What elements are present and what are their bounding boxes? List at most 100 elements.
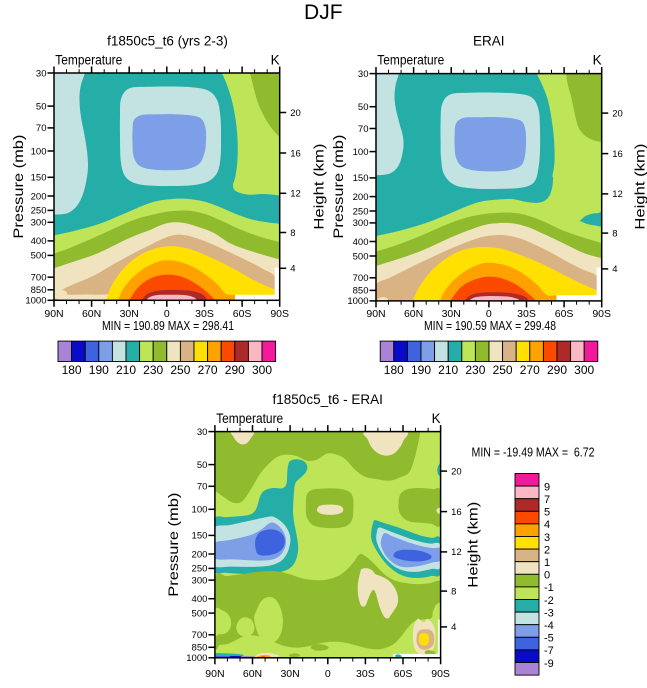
svg-text:K: K bbox=[593, 53, 602, 68]
svg-text:180: 180 bbox=[62, 363, 82, 377]
svg-text:850: 850 bbox=[31, 285, 47, 296]
svg-text:150: 150 bbox=[353, 173, 369, 184]
svg-text:Pressure (mb): Pressure (mb) bbox=[331, 135, 346, 239]
svg-text:700: 700 bbox=[192, 630, 208, 641]
svg-text:230: 230 bbox=[465, 363, 485, 377]
svg-text:MIN = 190.59 MAX = 299.48: MIN = 190.59 MAX = 299.48 bbox=[424, 319, 556, 333]
svg-text:30S: 30S bbox=[195, 308, 214, 320]
svg-text:210: 210 bbox=[438, 363, 458, 377]
svg-text:30N: 30N bbox=[120, 308, 139, 320]
svg-text:30S: 30S bbox=[356, 668, 375, 680]
svg-text:2: 2 bbox=[544, 544, 550, 556]
svg-text:16: 16 bbox=[451, 507, 462, 518]
svg-text:90N: 90N bbox=[205, 668, 224, 680]
svg-text:4: 4 bbox=[612, 264, 617, 275]
svg-text:300: 300 bbox=[31, 218, 47, 229]
svg-text:16: 16 bbox=[290, 148, 301, 159]
svg-text:1000: 1000 bbox=[25, 296, 46, 307]
svg-text:190: 190 bbox=[411, 363, 431, 377]
svg-text:300: 300 bbox=[252, 363, 272, 377]
svg-text:-7: -7 bbox=[544, 645, 554, 657]
svg-text:60N: 60N bbox=[82, 308, 101, 320]
svg-text:500: 500 bbox=[192, 608, 208, 619]
svg-text:90N: 90N bbox=[366, 308, 385, 320]
svg-text:20: 20 bbox=[290, 108, 301, 119]
svg-text:270: 270 bbox=[198, 363, 218, 377]
svg-text:12: 12 bbox=[612, 189, 623, 200]
svg-text:700: 700 bbox=[353, 273, 369, 284]
svg-text:DJF: DJF bbox=[304, 1, 343, 24]
svg-text:Height (km): Height (km) bbox=[312, 144, 327, 230]
svg-text:1000: 1000 bbox=[347, 296, 368, 307]
svg-text:3: 3 bbox=[544, 532, 550, 544]
svg-text:-1: -1 bbox=[544, 582, 554, 594]
svg-text:-9: -9 bbox=[544, 658, 554, 670]
svg-text:9: 9 bbox=[544, 481, 550, 493]
svg-text:20: 20 bbox=[612, 108, 623, 119]
svg-text:850: 850 bbox=[353, 286, 369, 297]
svg-text:90S: 90S bbox=[431, 668, 450, 680]
svg-text:0: 0 bbox=[544, 570, 550, 582]
svg-text:90S: 90S bbox=[270, 308, 289, 320]
svg-text:210: 210 bbox=[116, 363, 136, 377]
svg-text:70: 70 bbox=[358, 124, 369, 135]
svg-text:30S: 30S bbox=[517, 308, 536, 320]
svg-text:400: 400 bbox=[31, 236, 47, 247]
svg-text:Pressure (mb): Pressure (mb) bbox=[11, 135, 26, 239]
svg-text:f1850c5_t6 - ERAI: f1850c5_t6 - ERAI bbox=[273, 392, 383, 407]
svg-text:300: 300 bbox=[353, 218, 369, 229]
svg-text:270: 270 bbox=[520, 363, 540, 377]
svg-text:400: 400 bbox=[192, 594, 208, 605]
svg-text:30: 30 bbox=[197, 427, 208, 438]
svg-text:1: 1 bbox=[544, 557, 550, 569]
svg-text:250: 250 bbox=[192, 564, 208, 575]
svg-text:4: 4 bbox=[290, 264, 295, 275]
svg-text:0: 0 bbox=[325, 668, 331, 680]
svg-text:250: 250 bbox=[353, 206, 369, 217]
svg-text:60S: 60S bbox=[555, 308, 574, 320]
svg-text:0: 0 bbox=[164, 308, 170, 320]
svg-text:Temperature: Temperature bbox=[55, 53, 122, 68]
svg-text:200: 200 bbox=[31, 191, 47, 202]
svg-text:190: 190 bbox=[89, 363, 109, 377]
svg-text:90S: 90S bbox=[592, 308, 611, 320]
svg-text:12: 12 bbox=[290, 189, 301, 200]
svg-text:Pressure (mb): Pressure (mb) bbox=[166, 493, 181, 597]
svg-text:500: 500 bbox=[353, 251, 369, 262]
svg-text:60N: 60N bbox=[404, 308, 423, 320]
svg-text:5: 5 bbox=[544, 507, 550, 519]
svg-text:500: 500 bbox=[31, 251, 47, 262]
svg-text:50: 50 bbox=[358, 102, 369, 113]
svg-text:100: 100 bbox=[192, 505, 208, 516]
svg-text:20: 20 bbox=[451, 466, 462, 477]
svg-text:150: 150 bbox=[192, 531, 208, 542]
svg-text:300: 300 bbox=[192, 575, 208, 586]
svg-text:4: 4 bbox=[451, 622, 456, 633]
svg-text:-3: -3 bbox=[544, 607, 554, 619]
svg-text:-4: -4 bbox=[544, 620, 554, 632]
svg-text:1000: 1000 bbox=[186, 653, 207, 664]
svg-text:8: 8 bbox=[451, 586, 456, 597]
svg-text:K: K bbox=[271, 53, 280, 68]
svg-text:290: 290 bbox=[225, 363, 245, 377]
svg-text:100: 100 bbox=[353, 147, 369, 158]
svg-text:50: 50 bbox=[197, 460, 208, 471]
svg-text:Height (km): Height (km) bbox=[632, 144, 647, 230]
svg-text:30: 30 bbox=[358, 69, 369, 80]
svg-text:70: 70 bbox=[197, 482, 208, 493]
svg-text:180: 180 bbox=[384, 363, 404, 377]
svg-text:300: 300 bbox=[574, 363, 594, 377]
svg-text:f1850c5_t6 (yrs 2-3): f1850c5_t6 (yrs 2-3) bbox=[107, 33, 228, 48]
svg-text:200: 200 bbox=[192, 549, 208, 560]
svg-text:Temperature: Temperature bbox=[377, 53, 444, 68]
svg-text:250: 250 bbox=[31, 206, 47, 217]
svg-text:7: 7 bbox=[544, 494, 550, 506]
svg-text:230: 230 bbox=[143, 363, 163, 377]
svg-text:ERAI: ERAI bbox=[473, 33, 505, 48]
svg-text:60S: 60S bbox=[394, 668, 413, 680]
svg-text:0: 0 bbox=[486, 308, 492, 320]
svg-text:70: 70 bbox=[36, 123, 47, 134]
svg-text:150: 150 bbox=[31, 173, 47, 184]
svg-text:60N: 60N bbox=[243, 668, 262, 680]
svg-text:30N: 30N bbox=[280, 668, 299, 680]
